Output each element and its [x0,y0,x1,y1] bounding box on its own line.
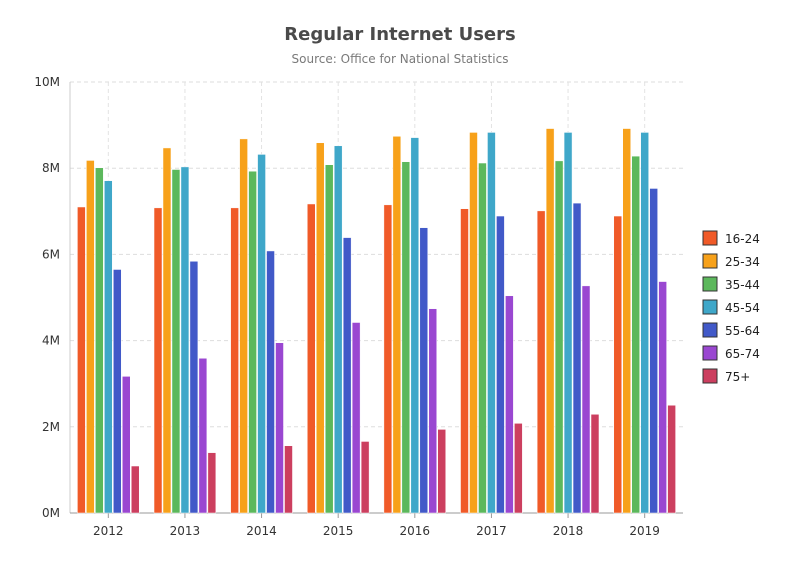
bar-75+-2018[interactable] [590,414,600,514]
y-tick-label: 4M [42,334,60,348]
bar-35-44-2014[interactable] [248,170,257,514]
legend-swatch[interactable] [702,368,718,384]
bar-35-44-2015[interactable] [324,164,334,514]
legend-swatch[interactable] [702,276,718,292]
legend-swatch[interactable] [702,230,718,246]
bar-35-44-2019[interactable] [631,155,640,514]
legend-label[interactable]: 75+ [725,370,750,384]
bar-75+-2019[interactable] [667,405,676,514]
x-tick-label: 2017 [476,524,507,538]
legend-label[interactable]: 25-34 [725,255,760,269]
legend-swatch[interactable] [702,345,718,361]
bar-25-34-2012[interactable] [86,160,95,514]
bar-45-54-2015[interactable] [333,145,343,514]
legend-label[interactable]: 55-64 [725,324,760,338]
bar-45-54-2018[interactable] [563,132,573,514]
bar-55-64-2019[interactable] [649,188,658,514]
bar-35-44-2017[interactable] [478,162,487,514]
bar-65-74-2017[interactable] [505,295,514,514]
bar-65-74-2019[interactable] [658,281,667,514]
chart-title: Regular Internet Users [284,24,515,45]
bar-16-24-2018[interactable] [536,210,546,514]
bar-65-74-2014[interactable] [275,342,284,514]
x-tick-label: 2016 [400,524,431,538]
bar-65-74-2013[interactable] [198,358,208,514]
x-tick-label: 2012 [93,524,124,538]
legend-label[interactable]: 35-44 [725,278,760,292]
bar-25-34-2019[interactable] [622,128,631,514]
bar-25-34-2017[interactable] [469,132,478,514]
bar-16-24-2017[interactable] [460,208,469,514]
x-tick-label: 2014 [246,524,277,538]
bar-65-74-2016[interactable] [428,308,438,514]
bar-35-44-2013[interactable] [171,169,181,514]
bar-75+-2014[interactable] [284,445,293,514]
bar-45-54-2016[interactable] [410,137,420,514]
bar-75+-2016[interactable] [437,429,446,514]
y-tick-label: 6M [42,247,60,261]
bar-35-44-2018[interactable] [554,160,564,514]
x-tick-label: 2013 [170,524,201,538]
bar-45-54-2017[interactable] [487,132,496,514]
y-tick-label: 8M [42,161,60,175]
bar-16-24-2016[interactable] [383,204,393,514]
bar-65-74-2015[interactable] [351,322,361,514]
bar-16-24-2014[interactable] [230,207,239,514]
legend-swatch[interactable] [702,253,718,269]
y-tick-label: 2M [42,420,60,434]
bar-75+-2013[interactable] [207,452,217,514]
bar-45-54-2014[interactable] [257,154,266,514]
bar-25-34-2013[interactable] [162,147,172,514]
x-tick-label: 2019 [629,524,660,538]
legend-label[interactable]: 45-54 [725,301,760,315]
x-tick-label: 2018 [553,524,584,538]
bar-55-64-2014[interactable] [266,250,275,514]
bar-75+-2012[interactable] [131,465,140,514]
bar-55-64-2013[interactable] [189,261,199,514]
legend: 16-24 25-34 35-44 45-54 55-64 65-74 75+ [702,230,760,384]
bar-25-34-2018[interactable] [545,128,555,514]
bar-65-74-2012[interactable] [122,376,131,514]
bar-55-64-2018[interactable] [572,202,582,514]
bar-25-34-2016[interactable] [392,136,402,514]
bar-55-64-2016[interactable] [419,227,429,514]
bar-25-34-2015[interactable] [315,142,325,514]
bar-55-64-2017[interactable] [496,215,505,514]
bar-75+-2015[interactable] [360,441,370,514]
chart-subtitle: Source: Office for National Statistics [292,52,509,66]
bar-35-44-2016[interactable] [401,161,411,514]
bar-25-34-2014[interactable] [239,138,248,514]
bar-55-64-2015[interactable] [342,237,352,514]
bar-55-64-2012[interactable] [113,269,122,514]
bar-35-44-2012[interactable] [95,167,104,514]
bar-16-24-2012[interactable] [77,206,86,514]
bar-45-54-2019[interactable] [640,132,649,514]
bars [77,128,676,514]
bar-16-24-2015[interactable] [307,203,316,514]
bar-16-24-2013[interactable] [153,207,163,514]
legend-label[interactable]: 16-24 [725,232,760,246]
y-tick-label: 10M [34,75,60,89]
bar-75+-2017[interactable] [514,423,523,514]
y-tick-label: 0M [42,506,60,520]
bar-65-74-2018[interactable] [581,285,591,514]
x-tick-label: 2015 [323,524,354,538]
bar-45-54-2012[interactable] [104,180,113,514]
legend-swatch[interactable] [702,322,718,338]
bar-16-24-2019[interactable] [613,215,622,514]
legend-label[interactable]: 65-74 [725,347,760,361]
bar-45-54-2013[interactable] [180,166,190,514]
legend-swatch[interactable] [702,299,718,315]
